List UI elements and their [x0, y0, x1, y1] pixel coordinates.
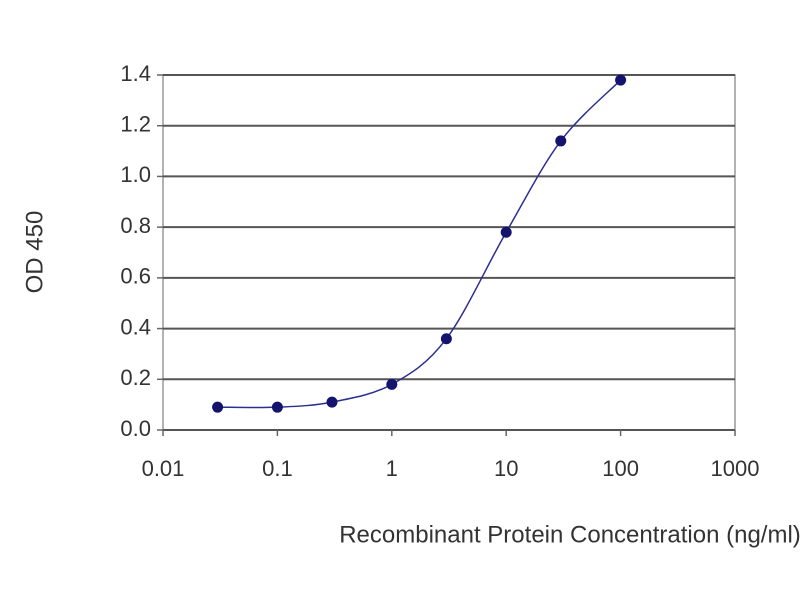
x-tick-label: 1: [386, 456, 398, 481]
point: [271, 401, 283, 413]
y-tick-label: 0.6: [120, 264, 151, 289]
plot-area: [162, 74, 736, 431]
point: [500, 226, 512, 238]
point: [326, 396, 338, 408]
y-tick-label: 0.2: [120, 365, 151, 390]
y-tick-label: 0.8: [120, 213, 151, 238]
y-tick-label: 0.4: [120, 314, 151, 339]
y-tick-label: 1.0: [120, 162, 151, 187]
x-tick-label: 1000: [711, 456, 760, 481]
x-tick-label: 100: [602, 456, 639, 481]
x-axis-label: Recombinant Protein Concentration (ng/ml…: [339, 521, 800, 548]
y-tick-label: 1.2: [120, 112, 151, 137]
y-tick-label: 0.0: [120, 416, 151, 441]
point: [212, 401, 224, 413]
point: [386, 378, 398, 390]
point: [615, 74, 627, 86]
point: [440, 333, 452, 345]
x-tick-label: 0.1: [262, 456, 293, 481]
y-tick-label: 1.4: [120, 61, 151, 86]
x-tick-label: 0.01: [142, 456, 185, 481]
x-tick-label: 10: [494, 456, 518, 481]
point: [555, 135, 567, 147]
y-axis-label: OD 450: [21, 211, 48, 294]
